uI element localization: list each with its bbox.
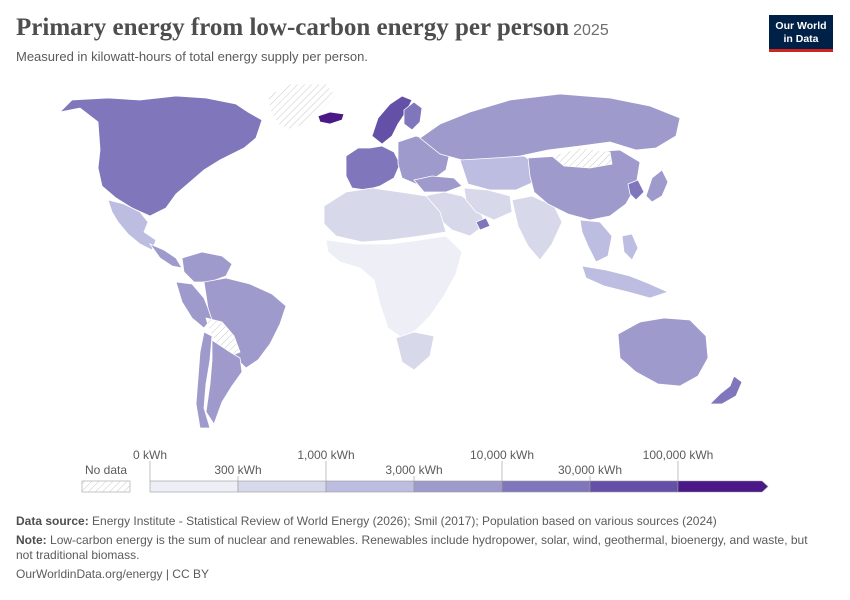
region-north-america[interactable]: North America: [58, 95, 263, 217]
region-finland[interactable]: Finland: [403, 101, 423, 131]
world-map[interactable]: North AmericaGreenland MexicoCentral Amer…: [0, 72, 850, 437]
region-mexico[interactable]: Mexico: [107, 199, 157, 251]
region-central-america[interactable]: Central America: [148, 243, 183, 269]
no-data-label: No data: [85, 463, 127, 477]
legend-label-1: 300 kWh: [214, 463, 261, 477]
region-new-zealand[interactable]: New Zealand: [709, 375, 743, 405]
logo-line-1: Our World: [775, 20, 827, 32]
logo-line-2: in Data: [783, 33, 819, 45]
legend-bin-4[interactable]: [501, 480, 591, 493]
region-chile[interactable]: Chile: [195, 331, 213, 429]
legend-label-6: 100,000 kWh: [643, 448, 714, 462]
region-southern-africa[interactable]: Southern Africa: [395, 331, 435, 371]
chart-header: Primary energy from low-carbon energy pe…: [16, 14, 746, 64]
legend-bin-6[interactable]: [677, 480, 769, 493]
legend-bin-5[interactable]: [589, 480, 679, 493]
chart-note: Note: Low-carbon energy is the sum of nu…: [16, 533, 816, 563]
legend-bin-0[interactable]: [149, 480, 239, 493]
region-western-europe[interactable]: Western Europe: [345, 145, 401, 191]
source-text[interactable]: Energy Institute - Statistical Review of…: [92, 514, 717, 528]
region-north-africa[interactable]: North Africa: [323, 187, 447, 243]
chart-subtitle: Measured in kilowatt-hours of total ener…: [16, 49, 368, 64]
region-australia[interactable]: Australia: [617, 317, 709, 387]
region-mongolia[interactable]: Mongolia: [551, 147, 613, 169]
region-iceland[interactable]: Iceland: [317, 111, 345, 125]
source-label: Data source:: [16, 514, 89, 528]
legend-label-5: 30,000 kWh: [558, 463, 622, 477]
region-bolivia-paraguay[interactable]: Bolivia & Paraguay: [205, 317, 241, 357]
legend-bin-1[interactable]: [237, 480, 327, 493]
region-korea[interactable]: Korea: [627, 179, 645, 201]
legend-bin-3[interactable]: [413, 480, 503, 493]
map-regions: North AmericaGreenland MexicoCentral Amer…: [58, 83, 743, 429]
legend-label-0: 0 kWh: [133, 448, 167, 462]
region-iran[interactable]: Iran: [463, 187, 513, 221]
map-legend: No data 0 kWh 300 kWh 1,000 kWh 3,000 kWh 10,…: [81, 448, 769, 493]
region-russia[interactable]: Russia: [419, 93, 681, 161]
region-philippines[interactable]: Philippines: [621, 233, 639, 261]
region-southeast-asia[interactable]: Southeast Asia: [579, 219, 613, 263]
region-south-asia[interactable]: South Asia: [511, 195, 563, 261]
legend-label-3: 3,000 kWh: [385, 463, 442, 477]
owid-logo[interactable]: Our World in Data: [769, 15, 833, 52]
region-japan[interactable]: Japan: [645, 169, 669, 203]
legend-label-2: 1,000 kWh: [297, 448, 354, 462]
region-colombia-venezuela[interactable]: Colombia & Venezuela: [181, 251, 233, 283]
region-greenland[interactable]: Greenland: [267, 83, 337, 131]
legend-label-4: 10,000 kWh: [470, 448, 534, 462]
data-source: Data source: Energy Institute - Statisti…: [16, 514, 816, 529]
title-text: Primary energy from low-carbon energy pe…: [16, 14, 570, 41]
note-text: Low-carbon energy is the sum of nuclear …: [16, 533, 808, 562]
note-label: Note:: [16, 533, 47, 547]
source-url[interactable]: OurWorldinData.org/energy | CC BY: [16, 567, 209, 581]
legend-bin-2[interactable]: [325, 480, 415, 493]
chart-title: Primary energy from low-carbon energy pe…: [16, 14, 746, 42]
region-sub-saharan-africa[interactable]: Sub-Saharan Africa: [325, 235, 463, 339]
region-turkey[interactable]: Turkey: [413, 175, 463, 193]
title-year[interactable]: 2025: [573, 22, 609, 39]
chart-footer: Data source: Energy Institute - Statisti…: [16, 514, 816, 586]
no-data-swatch[interactable]: [81, 480, 131, 493]
region-indonesia[interactable]: Indonesia: [581, 265, 670, 299]
region-uae[interactable]: UAE: [475, 217, 491, 231]
region-argentina[interactable]: Argentina: [205, 339, 243, 425]
